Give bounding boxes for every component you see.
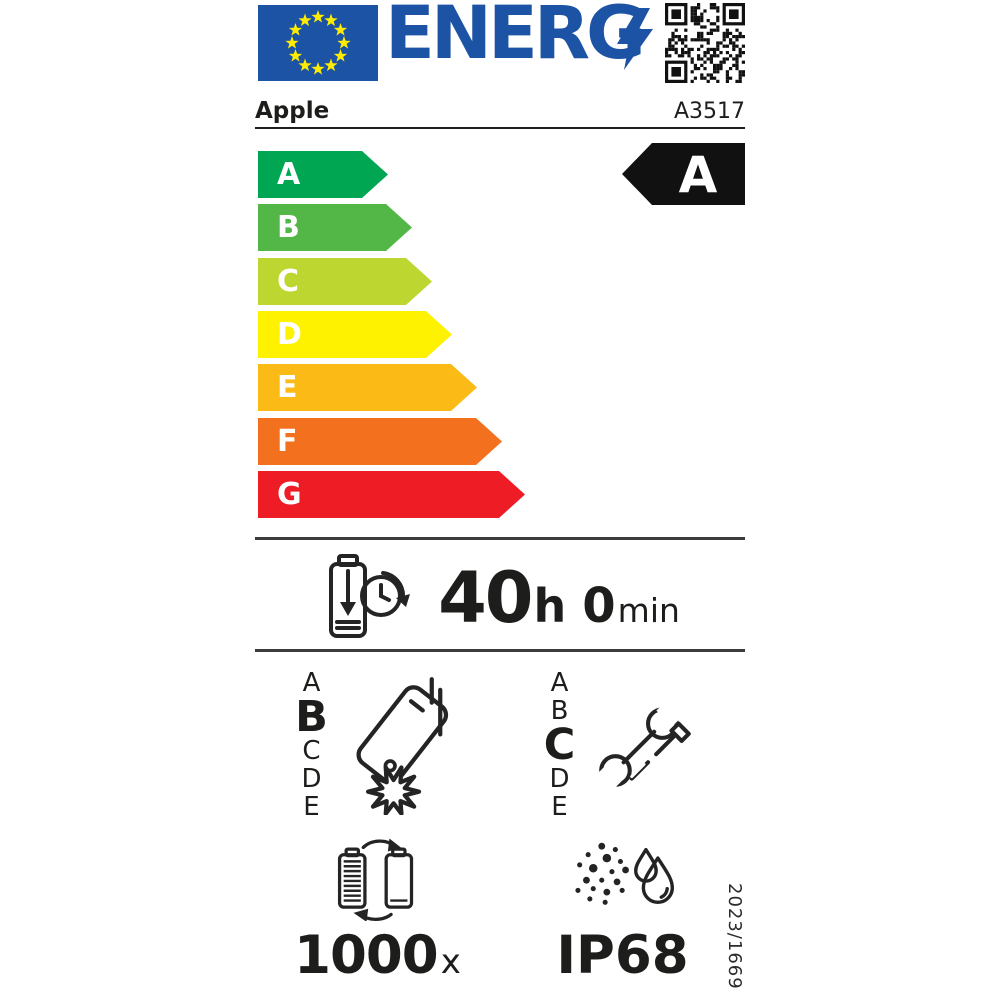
- battery-life-value: 40 h 0 min: [438, 557, 680, 639]
- scale-arrow-b: B: [258, 204, 412, 251]
- scale-letter: A: [550, 667, 569, 698]
- scale-arrow-a: A: [258, 151, 388, 198]
- scale-letter: D: [301, 763, 322, 794]
- section-divider: [255, 649, 745, 652]
- endurance-ip-row: 1000 x IP68: [255, 836, 745, 986]
- manufacturer-name: Apple: [255, 98, 330, 124]
- rated-class-arrow: A: [622, 143, 745, 205]
- regulation-number: 2023/1669: [724, 883, 745, 990]
- repairability-section: A B C D E: [500, 662, 745, 827]
- dust-water-icon: [574, 842, 674, 905]
- eu-flag-icon: [258, 5, 378, 81]
- battery-life-section: 40 h 0 min: [255, 552, 745, 644]
- energy-label: ENERG Apple A3517 A B C D E F G A: [255, 0, 745, 1000]
- brand-row: Apple A3517: [255, 96, 745, 129]
- scale-arrow-f: F: [258, 418, 502, 465]
- qr-code: [665, 3, 745, 83]
- energy-class-scale: A B C D E F G A: [255, 143, 745, 537]
- drop-resistance-section: A B C D E: [255, 662, 500, 827]
- scale-letter: C: [302, 735, 321, 766]
- scale-arrow-c: C: [258, 258, 432, 305]
- battery-life-hours-unit: h: [533, 579, 567, 633]
- ip-rating-value: IP68: [556, 925, 689, 986]
- scale-letter: B: [550, 695, 569, 726]
- repair-tools-icon: [591, 695, 692, 796]
- battery-life-minutes-unit: min: [617, 591, 680, 630]
- rated-class-letter: A: [679, 146, 718, 204]
- scale-letter: A: [302, 667, 321, 698]
- lightning-bolt-icon: [617, 8, 653, 70]
- scale-letter: E: [303, 791, 320, 822]
- battery-endurance-section: 1000 x: [255, 836, 500, 986]
- reliability-classes-row: A B C D E A B C D: [255, 662, 745, 827]
- battery-cycles-number: 1000: [294, 925, 439, 986]
- battery-cycles-icon: [337, 838, 413, 921]
- repairability-scale: A B C D E: [544, 669, 576, 821]
- scale-arrow-g: G: [258, 471, 525, 518]
- section-divider: [255, 537, 745, 540]
- energ-logo-text: ENERG: [385, 0, 646, 76]
- ingress-protection-section: IP68: [500, 836, 745, 986]
- phone-drop-icon: [356, 676, 448, 815]
- scale-arrow-e: E: [258, 364, 477, 411]
- scale-letter: D: [549, 763, 570, 794]
- drop-resistance-scale: A B C D E: [295, 669, 328, 821]
- battery-life-minutes: 0: [582, 578, 616, 634]
- battery-cycles-unit: x: [440, 942, 461, 982]
- battery-cycles-value: 1000 x: [294, 925, 461, 986]
- model-identifier: A3517: [673, 99, 745, 124]
- drop-resistance-rated-class: B: [295, 691, 328, 742]
- battery-life-hours: 40: [438, 557, 533, 639]
- battery-clock-icon: [329, 554, 411, 638]
- repairability-rated-class: C: [543, 719, 576, 770]
- scale-letter: E: [551, 791, 568, 822]
- label-header: ENERG: [255, 0, 745, 96]
- scale-arrow-d: D: [258, 311, 452, 358]
